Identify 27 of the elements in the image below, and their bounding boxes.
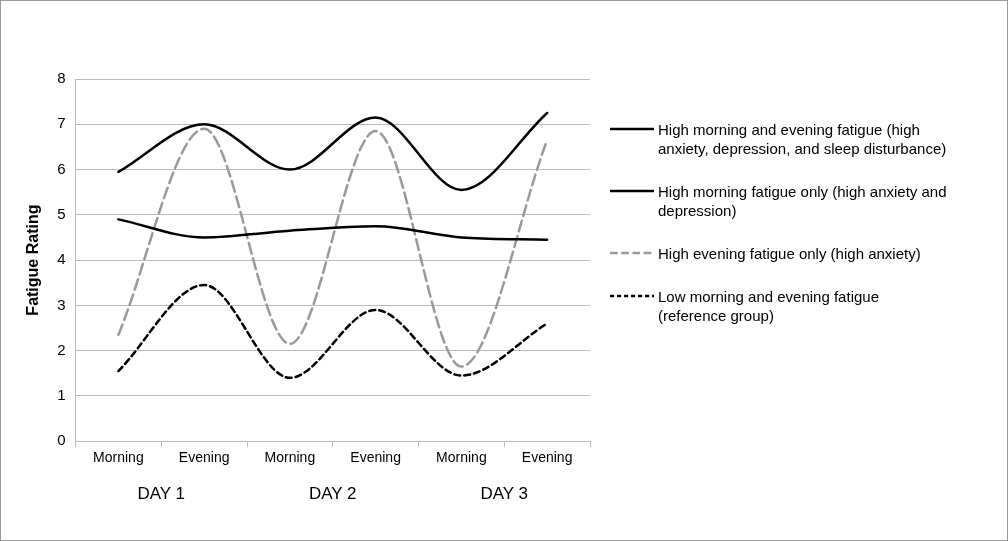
y-tick-label: 5 [57,204,66,222]
x-tick-label: Evening [178,449,230,466]
y-tick-label: 0 [57,431,66,449]
y-tick-label: 3 [57,295,66,313]
y-tick-label: 1 [57,386,66,404]
legend-label: High evening fatigue only (high anxiety) [658,244,921,263]
x-tick-label: Evening [521,449,573,466]
y-tick-label: 8 [57,69,66,87]
text: DAY 1 [137,484,186,504]
line-series [117,283,549,380]
line-series [117,218,549,241]
y-tick-label: 4 [57,250,66,268]
line-series [117,111,549,192]
x-tick-label: Morning [93,449,144,466]
y-tick-label: 6 [57,159,66,177]
legend-label: High morning fatigue only (high anxiety and depression) [658,182,948,220]
y-tick-label: 2 [57,340,66,358]
legend-label: Low morning and evening fatigue (reference group) [658,287,880,325]
text: DAY 2 [308,484,357,504]
x-tick-label: Evening [350,449,401,466]
y-axis-title: Fatigue Rating [24,204,42,316]
y-tick-label: 7 [57,114,66,132]
x-tick-label: Morning [436,449,487,466]
text: DAY 3 [480,484,529,504]
line-series [117,127,549,368]
legend-label: High morning and evening fatigue (high anxiety, depression, and sleep disturbance) [658,120,948,158]
x-tick-label: Morning [264,449,316,466]
